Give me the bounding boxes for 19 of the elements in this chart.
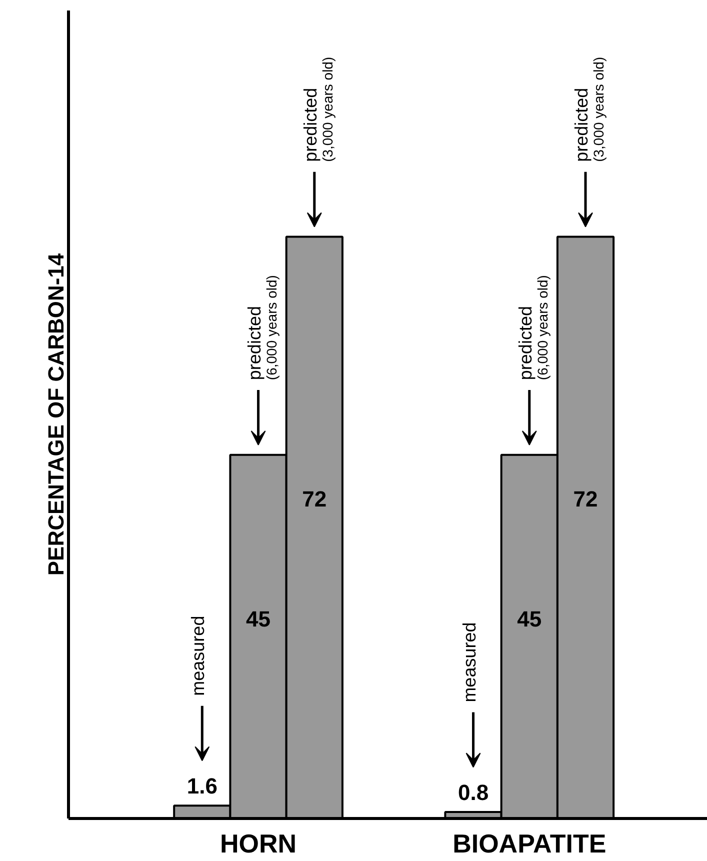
data-label: 1.6: [186, 774, 218, 799]
data-label: 72: [302, 486, 327, 512]
annotation: predicted: [572, 88, 592, 162]
x-tick-label: BIOAPATITE: [452, 828, 606, 858]
annotation: predicted: [244, 306, 264, 380]
annotation: predicted: [300, 88, 320, 162]
x-tick-label: HORN: [220, 828, 297, 858]
data-label: 45: [517, 606, 542, 632]
annotation: (6,000 years old): [263, 275, 280, 380]
data-label: 0.8: [458, 780, 489, 806]
annotation: (6,000 years old): [534, 275, 550, 380]
annotation: predicted: [515, 306, 536, 380]
annotation: measured: [188, 616, 208, 696]
data-label: 72: [573, 486, 598, 512]
annotation: measured: [459, 622, 480, 702]
annotation: (3,000 years old): [590, 56, 606, 162]
data-label: 45: [246, 606, 271, 632]
annotation: (3,000 years old): [319, 56, 336, 162]
y-axis-title: PERCENTAGE OF CARBON-14: [44, 252, 68, 576]
